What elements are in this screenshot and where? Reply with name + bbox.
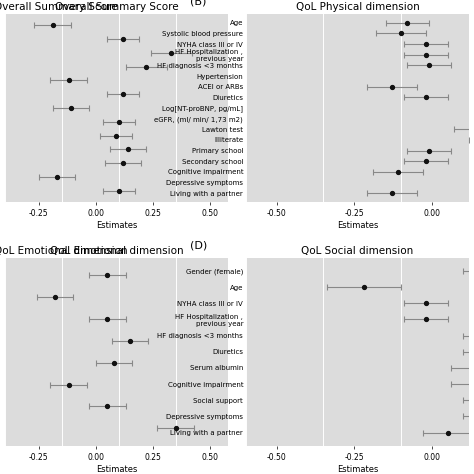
Text: Overall Summary Score: Overall Summary Score: [0, 2, 117, 12]
Title: QoL Social dimension: QoL Social dimension: [301, 246, 414, 256]
X-axis label: Estimates: Estimates: [96, 221, 137, 230]
Title: QoL Physical dimension: QoL Physical dimension: [296, 2, 419, 12]
Title: Overall Summary Score: Overall Summary Score: [55, 2, 178, 12]
Title: QoL Emotional dimension: QoL Emotional dimension: [50, 246, 183, 256]
Text: QoL Emotional dimension: QoL Emotional dimension: [0, 246, 127, 256]
X-axis label: Estimates: Estimates: [96, 465, 137, 474]
X-axis label: Estimates: Estimates: [337, 465, 378, 474]
Text: (D): (D): [190, 240, 207, 251]
Text: (B): (B): [190, 0, 207, 7]
X-axis label: Estimates: Estimates: [337, 221, 378, 230]
